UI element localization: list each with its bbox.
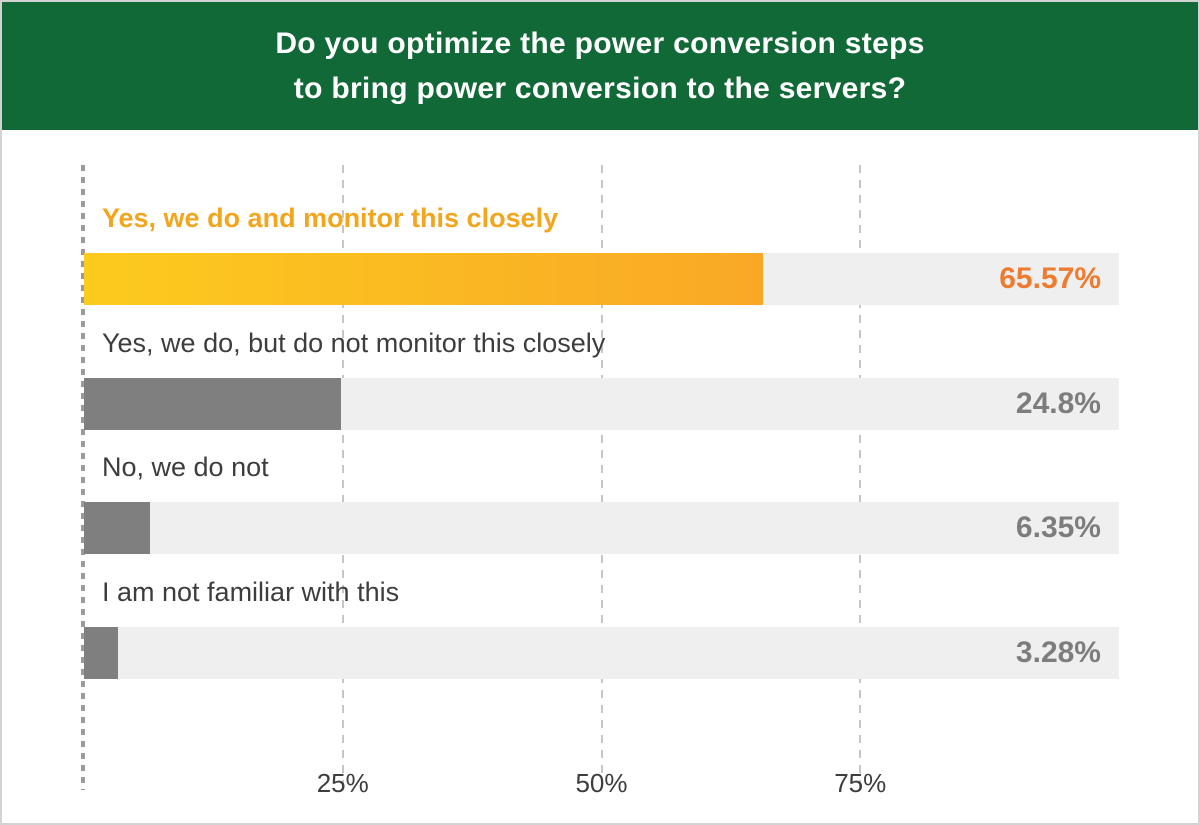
x-axis-tick-25: 25%	[316, 768, 369, 798]
chart-title-line-1: Do you optimize the power conversion ste…	[275, 27, 925, 60]
bar-fill	[84, 253, 763, 305]
bar-value: 6.35%	[1015, 511, 1101, 544]
bar-value: 24.8%	[1015, 387, 1101, 420]
chart-header: Do you optimize the power conversion ste…	[2, 2, 1198, 130]
bar-fill	[84, 502, 150, 554]
bar-value: 65.57%	[999, 262, 1101, 295]
bar-label: Yes, we do and monitor this closely	[102, 203, 559, 233]
gridline-75pct	[859, 165, 862, 790]
chart-title-line-2: to bring power conversion to the servers…	[293, 72, 907, 105]
x-axis-tick-50: 50%	[575, 768, 628, 798]
gridline-25pct	[341, 165, 344, 790]
bar-fill	[84, 627, 118, 679]
gridline-0pct	[81, 165, 85, 790]
bar-track: 6.35%	[84, 502, 1119, 554]
bar-fill	[84, 378, 341, 430]
plot-area: 25% 50% 75% Yes, we do and monitor this clo…	[2, 130, 1198, 823]
bar-track: 24.8%	[84, 378, 1119, 430]
bar-label: Yes, we do, but do not monitor this clos…	[102, 328, 606, 358]
bar-value: 3.28%	[1015, 636, 1101, 669]
bar-track: 65.57%	[84, 253, 1119, 305]
gridline-50pct	[600, 165, 603, 790]
bar-label: I am not familiar with this	[102, 577, 400, 607]
x-axis-tick-75: 75%	[834, 768, 887, 798]
bar-label: No, we do not	[102, 452, 269, 482]
bar-track: 3.28%	[84, 627, 1119, 679]
